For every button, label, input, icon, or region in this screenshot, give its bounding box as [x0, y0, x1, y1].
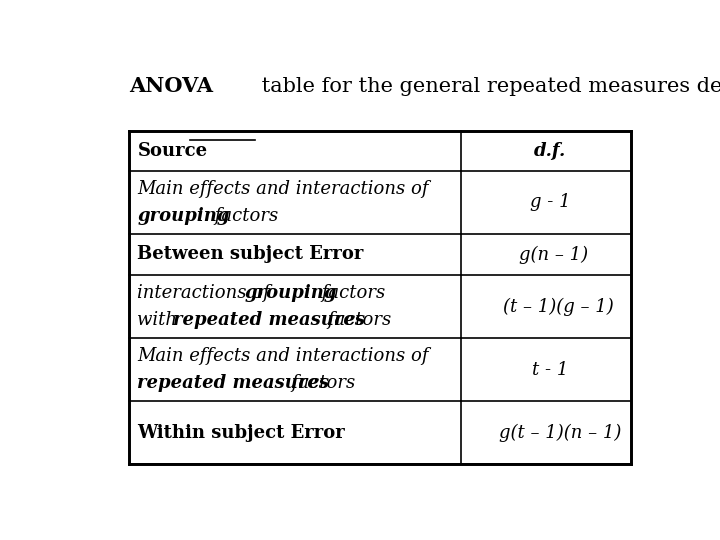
Text: Source: Source	[138, 142, 207, 160]
Text: table for the general repeated measures design: table for the general repeated measures …	[255, 77, 720, 96]
Text: with: with	[138, 311, 183, 329]
Text: repeated measures: repeated measures	[138, 374, 330, 392]
Bar	[129, 131, 631, 464]
Text: factors: factors	[287, 374, 356, 392]
Text: ANOVA: ANOVA	[129, 76, 213, 96]
Text: Main effects and interactions of: Main effects and interactions of	[138, 347, 429, 366]
Text: (t – 1)(g – 1): (t – 1)(g – 1)	[503, 298, 614, 316]
Text: g - 1: g - 1	[531, 193, 571, 211]
Text: Within subject Error: Within subject Error	[138, 423, 345, 442]
Text: g(t – 1)(n – 1): g(t – 1)(n – 1)	[499, 423, 621, 442]
Text: repeated measures: repeated measures	[173, 311, 365, 329]
Text: factors: factors	[322, 311, 391, 329]
Text: grouping: grouping	[245, 285, 337, 302]
Text: g(n – 1): g(n – 1)	[519, 245, 588, 264]
Text: factors: factors	[209, 207, 279, 225]
Text: grouping: grouping	[138, 207, 230, 225]
Text: Between subject Error: Between subject Error	[138, 246, 364, 264]
Text: t - 1: t - 1	[532, 361, 569, 379]
Text: Main effects and interactions of: Main effects and interactions of	[138, 180, 429, 198]
Text: interactions of: interactions of	[138, 285, 276, 302]
Text: d.f.: d.f.	[534, 142, 566, 160]
Text: factors: factors	[317, 285, 386, 302]
